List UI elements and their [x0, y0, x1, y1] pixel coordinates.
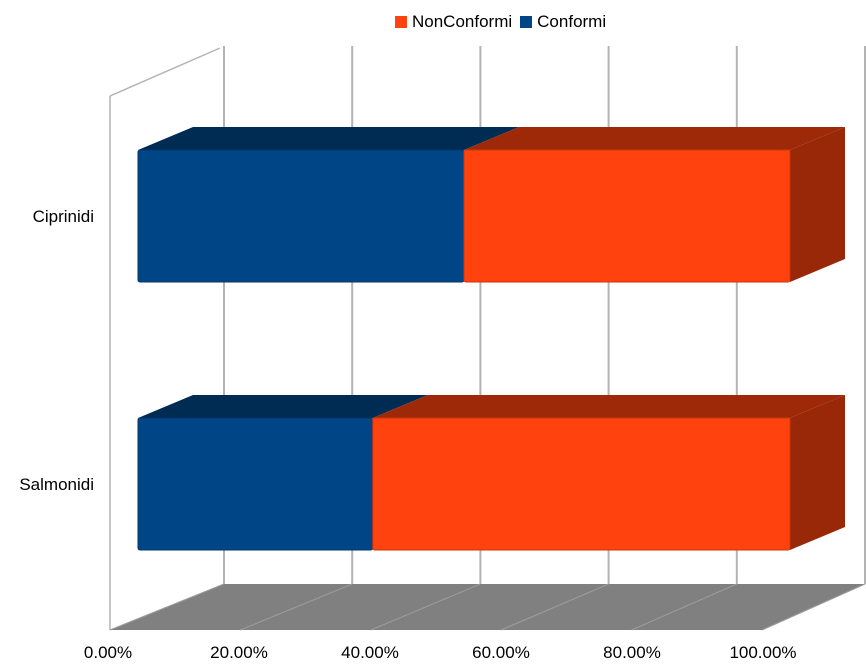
wall-top-edge [109, 47, 221, 97]
bar-top-face [138, 127, 519, 150]
chart-walls [109, 47, 221, 630]
bar-top-face [138, 395, 428, 418]
bar-front-face [372, 417, 791, 551]
category-label-salmonidi: Salmonidi [19, 475, 94, 494]
x-tick-label-5: 100.00% [729, 643, 796, 662]
legend-item-conformi: Conformi [520, 12, 606, 32]
floor-gridline-3 [500, 583, 609, 631]
floor-gridline-2 [370, 583, 481, 631]
bar-side-face [790, 127, 845, 282]
floor-gridline-0 [109, 583, 225, 631]
x-tick-label-0: 0.00% [84, 643, 132, 662]
x-tick-label-2: 40.00% [341, 643, 399, 662]
bar-ciprinidi-1 [463, 127, 845, 283]
category-labels: Ciprinidi Salmonidi [19, 207, 94, 494]
x-tick-labels: 0.00% 20.00% 40.00% 60.00% 80.00% 100.00% [84, 643, 797, 662]
x-tick-label-1: 20.00% [210, 643, 268, 662]
bar-ciprinidi-0 [137, 127, 519, 283]
chart-floor [109, 583, 866, 631]
floor-gridline-1 [240, 583, 353, 631]
legend-swatch-nonconformi [395, 16, 407, 28]
x-tick-label-3: 60.00% [472, 643, 530, 662]
bar-top-face [464, 127, 845, 150]
bar-salmonidi-1 [372, 395, 845, 551]
legend-label-conformi: Conformi [537, 12, 607, 31]
floor-plane [110, 584, 865, 630]
legend: NonConformi Conformi [395, 12, 614, 32]
floor-gridline-4 [631, 583, 738, 631]
floor-gridline-5 [761, 583, 866, 631]
bar-front-face [137, 149, 465, 283]
category-label-ciprinidi: Ciprinidi [33, 207, 94, 226]
bar-top-face [372, 395, 845, 418]
bars [137, 127, 845, 551]
legend-item-nonconformi: NonConformi [395, 12, 512, 32]
legend-swatch-conformi [520, 16, 533, 28]
bar-side-face [790, 395, 845, 550]
bar-front-face [463, 149, 791, 283]
x-tick-label-4: 80.00% [603, 643, 661, 662]
bar-front-face [137, 417, 374, 551]
legend-label-nonconformi: NonConformi [412, 12, 513, 31]
